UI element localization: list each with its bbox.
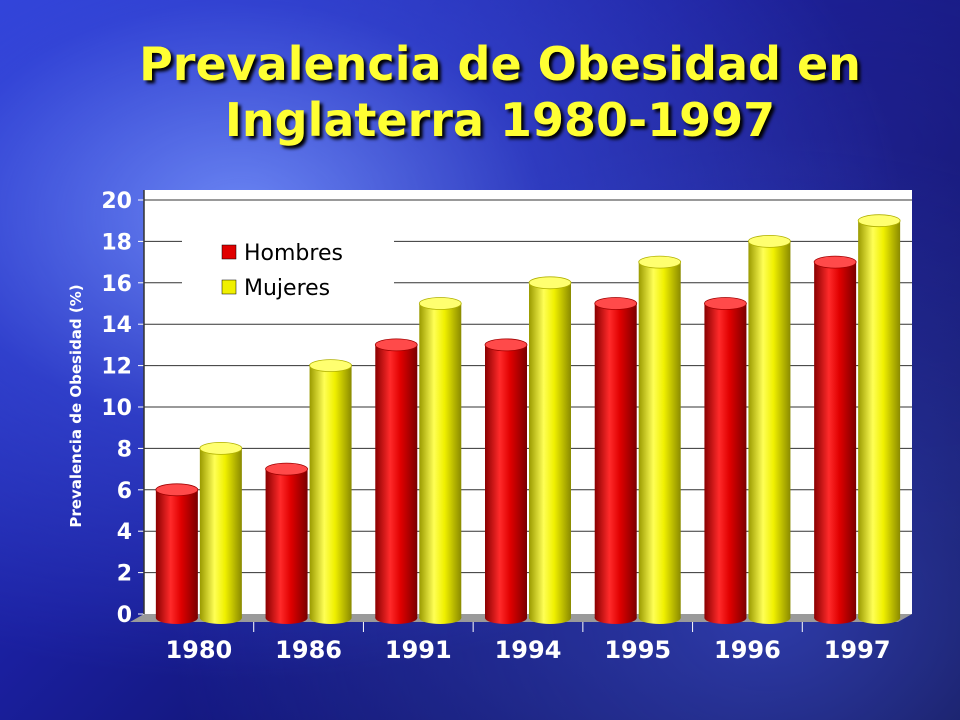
bar-hombres-1994 xyxy=(484,338,528,624)
bar-base xyxy=(814,612,857,624)
bar-base xyxy=(638,612,681,624)
y-tick-label: 0 xyxy=(117,603,132,628)
bar-body xyxy=(704,303,747,618)
bar-body xyxy=(814,262,857,618)
bar-cap xyxy=(374,338,418,352)
bar-hombres-1997 xyxy=(813,255,857,624)
legend-label-hombres: Hombres xyxy=(244,241,343,266)
bar-hombres-1991 xyxy=(374,338,418,624)
slide-title: Prevalencia de Obesidad en Inglaterra 19… xyxy=(0,36,960,148)
bar-cap xyxy=(155,483,199,497)
bar-body xyxy=(155,489,198,618)
y-tick-labels: 0 2 4 6 8 10 12 14 16 18 20 xyxy=(101,189,132,628)
bar-body xyxy=(858,220,901,618)
bar-base xyxy=(594,612,637,624)
bar-body xyxy=(419,303,462,618)
x-tick-label: 1995 xyxy=(604,636,671,664)
bar-base xyxy=(309,612,352,624)
bar-body xyxy=(638,262,681,618)
bar-body xyxy=(748,241,791,618)
bar-base xyxy=(704,612,747,624)
bar-base xyxy=(485,612,527,624)
bar-mujeres-1986 xyxy=(309,359,352,624)
bar-hombres-1986 xyxy=(265,462,308,624)
bar-base xyxy=(748,612,791,624)
y-tick-label: 12 xyxy=(101,355,132,380)
bar-mujeres-1991 xyxy=(418,297,462,624)
bar-cap xyxy=(857,214,901,228)
bar-hombres-1995 xyxy=(594,297,638,624)
bar-cap xyxy=(199,441,243,455)
y-axis-title: Prevalencia de Obesidad (%) xyxy=(67,284,85,527)
y-tick-label: 16 xyxy=(101,272,132,297)
y-tick-label: 20 xyxy=(101,189,132,214)
y-tick-label: 8 xyxy=(117,437,132,462)
title-line-2: Inglaterra 1980-1997 xyxy=(224,93,776,147)
bar-mujeres-1996 xyxy=(748,234,791,624)
bar-body xyxy=(375,344,418,618)
bar-cap xyxy=(748,234,791,248)
bar-body xyxy=(485,344,527,618)
bar-mujeres-1980 xyxy=(199,441,243,624)
bar-cap xyxy=(638,255,682,269)
title-line-1: Prevalencia de Obesidad en xyxy=(139,37,861,91)
legend-swatch-mujeres xyxy=(221,279,237,295)
bar-cap xyxy=(813,255,857,269)
legend-swatch-hombres xyxy=(221,244,237,260)
x-tick-label: 1997 xyxy=(824,636,891,664)
bars-group xyxy=(155,214,901,624)
bar-base xyxy=(375,612,418,624)
bar-mujeres-1994 xyxy=(528,276,572,624)
y-tick-label: 4 xyxy=(117,520,132,545)
bar-body xyxy=(594,303,637,618)
bar-body xyxy=(265,469,308,618)
x-tick-label: 1996 xyxy=(714,636,781,664)
legend-label-mujeres: Mujeres xyxy=(244,276,330,301)
bar-cap xyxy=(418,297,462,310)
bar-base xyxy=(265,612,308,624)
legend-background xyxy=(182,228,394,306)
legend: Hombres Mujeres xyxy=(182,228,394,306)
x-tick-labels: 1980 1986 1991 1994 1995 1996 1997 xyxy=(165,622,891,664)
bar-base xyxy=(155,612,198,624)
bar-body xyxy=(199,448,242,618)
bar-mujeres-1997 xyxy=(857,214,901,624)
bar-mujeres-1995 xyxy=(638,255,682,624)
y-tick-label: 6 xyxy=(117,479,132,504)
bar-cap xyxy=(484,338,528,352)
x-tick-label: 1991 xyxy=(385,636,452,664)
y-tick-label: 18 xyxy=(101,230,132,255)
x-tick-label: 1980 xyxy=(165,636,232,664)
x-tick-label: 1994 xyxy=(495,636,562,664)
bar-cap xyxy=(309,359,352,373)
bar-cap xyxy=(704,297,747,310)
bar-hombres-1980 xyxy=(155,483,199,624)
bar-cap xyxy=(594,297,638,310)
bar-base xyxy=(199,612,242,624)
bar-base xyxy=(858,612,901,624)
y-tick-label: 14 xyxy=(101,313,132,338)
bar-cap xyxy=(265,462,308,476)
bar-hombres-1996 xyxy=(704,297,747,624)
x-tick-label: 1986 xyxy=(275,636,342,664)
bar-base xyxy=(419,612,462,624)
y-tick-label: 10 xyxy=(101,396,132,421)
bar-cap xyxy=(528,276,572,290)
bar-body xyxy=(529,282,571,618)
y-tick-label: 2 xyxy=(117,562,132,587)
bar-base xyxy=(529,612,571,624)
bar-body xyxy=(309,365,352,618)
